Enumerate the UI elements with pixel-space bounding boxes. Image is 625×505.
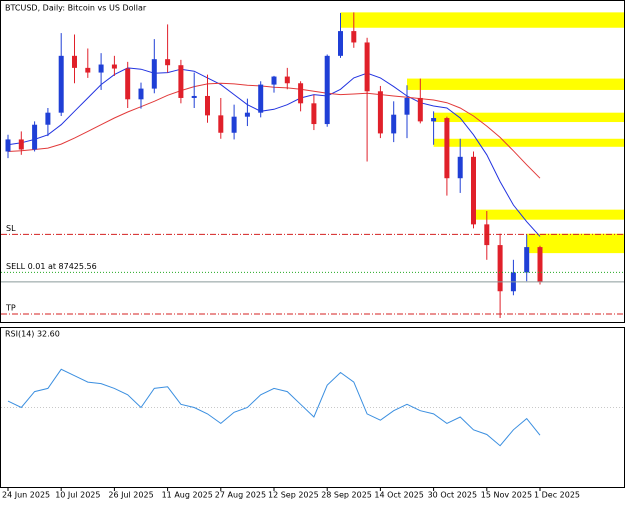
candle-body xyxy=(5,139,11,152)
candle-body xyxy=(537,247,543,282)
candle-body xyxy=(138,88,144,100)
candle-body xyxy=(111,64,117,69)
candle-body xyxy=(391,114,397,134)
candle-body xyxy=(72,55,77,68)
candle-body xyxy=(404,97,410,115)
supply-zone xyxy=(433,112,624,123)
x-tick-label: 30 Oct 2025 xyxy=(428,491,477,500)
candle-body xyxy=(58,55,64,113)
candle-body xyxy=(178,65,184,98)
candle-body xyxy=(431,118,437,122)
supply-zone xyxy=(526,233,624,254)
candle-body xyxy=(338,31,343,56)
x-tick-label: 14 Oct 2025 xyxy=(374,491,423,500)
candle-body xyxy=(244,112,250,117)
candle-body xyxy=(311,103,317,125)
candle-body xyxy=(231,116,237,133)
candle-body xyxy=(497,245,503,292)
candle-body xyxy=(444,118,450,179)
candle-body xyxy=(258,84,264,113)
candle-body xyxy=(298,83,304,104)
supply-zone xyxy=(407,78,624,90)
moving-average xyxy=(7,67,541,237)
candle-body xyxy=(98,64,104,73)
x-tick-label: 26 Jul 2025 xyxy=(108,491,153,500)
order-label: SL xyxy=(6,224,16,233)
candle-body xyxy=(324,55,330,125)
x-tick-label: 15 Nov 2025 xyxy=(481,491,532,500)
candle-body xyxy=(417,97,423,122)
order-label: TP xyxy=(5,303,16,312)
candle-body xyxy=(271,76,277,85)
x-tick-label: 1 Dec 2025 xyxy=(534,491,580,500)
candle-body xyxy=(125,68,131,100)
candle-body xyxy=(524,247,530,273)
supply-zone xyxy=(340,12,624,28)
candle-body xyxy=(205,95,210,116)
candle-body xyxy=(165,59,171,66)
candle-body xyxy=(218,115,224,133)
candle-body xyxy=(457,156,463,179)
candle-body xyxy=(191,95,197,98)
supply-zone xyxy=(473,209,624,220)
candle-body xyxy=(351,31,357,43)
rsi-line xyxy=(7,368,541,447)
x-tick-label: 12 Sep 2025 xyxy=(268,491,319,500)
supply-zone xyxy=(433,138,624,147)
candle-body xyxy=(85,67,91,73)
x-tick-label: 28 Sep 2025 xyxy=(321,491,372,500)
x-tick-label: 11 Aug 2025 xyxy=(162,491,213,500)
price-panel xyxy=(0,0,625,323)
candle-body xyxy=(45,112,51,125)
order-label: SELL 0.01 at 87425.56 xyxy=(6,262,97,271)
candle-body xyxy=(284,76,290,84)
candle-body xyxy=(151,59,157,89)
rsi-title: RSI(14) 32.60 xyxy=(5,330,60,339)
x-tick-label: 27 Aug 2025 xyxy=(215,491,266,500)
candle-body xyxy=(364,42,370,92)
chart-title: BTCUSD, Daily: Bitcoin vs US Dollar xyxy=(5,4,147,13)
candle-body xyxy=(32,124,38,150)
candle-body xyxy=(471,156,476,225)
candle-body xyxy=(377,91,383,134)
candle-body xyxy=(18,139,24,150)
x-tick-label: 10 Jul 2025 xyxy=(55,491,100,500)
x-tick-label: 24 Jun 2025 xyxy=(2,491,50,500)
